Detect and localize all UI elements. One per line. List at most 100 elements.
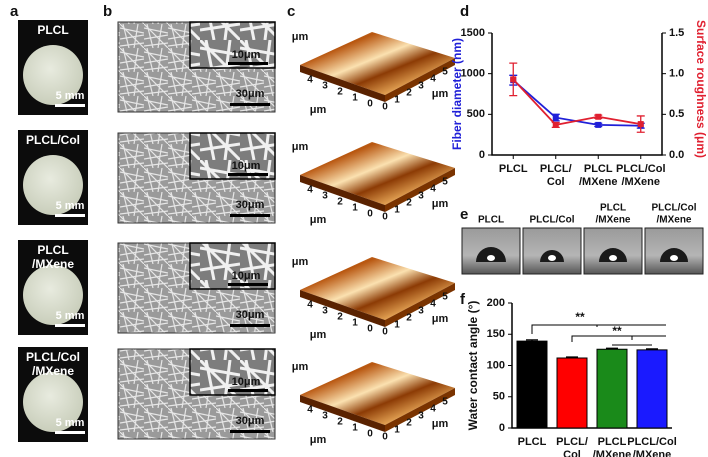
axis	[491, 33, 663, 156]
y-tick-label: 100	[487, 359, 505, 371]
afm-surface	[300, 142, 455, 205]
afm-unit: μm	[292, 256, 309, 268]
scale-bar	[230, 430, 270, 433]
afm-tick: 2	[406, 418, 412, 429]
afm-tick: 3	[322, 191, 328, 202]
scale-bar	[55, 104, 85, 107]
afm-unit: μm	[310, 434, 327, 446]
afm-surface	[300, 32, 455, 95]
afm-unit: μm	[432, 313, 449, 325]
scale-label: 5 mm	[56, 90, 85, 102]
scale-label: 5 mm	[56, 200, 85, 212]
inset-scale-label: 10μm	[232, 160, 261, 172]
afm-side	[300, 395, 385, 432]
x-tick-label: PLCL	[584, 163, 613, 175]
bar	[516, 340, 548, 429]
sample-label: PLCL	[478, 215, 504, 226]
droplet-reflection	[609, 255, 617, 261]
point	[595, 121, 602, 128]
y2-tick-label: 1.5	[669, 27, 684, 39]
sample-label: /MXene	[595, 215, 630, 226]
afm-tick: 3	[418, 81, 424, 92]
scale-bar	[55, 431, 85, 434]
afm-tick: 2	[337, 87, 343, 98]
x-tick-label: PLCL/	[556, 436, 588, 448]
sample-disc	[23, 372, 83, 432]
afm-side	[385, 388, 455, 432]
contact-image	[644, 227, 704, 275]
bar	[596, 348, 628, 429]
afm-tick: 3	[418, 411, 424, 422]
sample-label: /MXene	[656, 215, 691, 226]
droplet-reflection	[548, 255, 556, 261]
scale-bar	[230, 324, 270, 327]
afm-side	[300, 65, 385, 102]
scale-bar	[55, 214, 85, 217]
y2-axis-label: Surface roughness (μm)	[694, 20, 708, 158]
sample-disc	[23, 155, 83, 215]
afm-tick: 4	[307, 300, 313, 311]
x-tick-label: PLCL	[598, 436, 627, 448]
afm-tick: 4	[430, 299, 436, 310]
inset-scale-bar	[228, 389, 268, 392]
afm-tick: 4	[430, 74, 436, 85]
afm-tick: 1	[394, 205, 400, 216]
droplet-reflection	[487, 255, 495, 261]
error-bar	[606, 347, 618, 350]
afm-tick: 0	[367, 99, 373, 110]
y-tick-label: 1500	[461, 27, 485, 39]
afm-tick: 5	[442, 292, 448, 303]
sample-label: PLCL/Col	[26, 350, 80, 364]
x-tick-label: PLCL	[518, 436, 547, 448]
sample-label: PLCL/Col	[26, 133, 80, 147]
significance: **	[575, 310, 585, 324]
afm-tick: 4	[307, 405, 313, 416]
y2-tick-label: 0.5	[669, 108, 684, 120]
afm-tick: 0	[367, 209, 373, 220]
inset-scale-bar	[228, 173, 268, 176]
sample-disc	[23, 265, 83, 325]
afm-tick: 2	[406, 88, 412, 99]
sample-label: PLCL/Col	[652, 203, 697, 214]
afm-tick: 0	[367, 429, 373, 440]
afm-tick: 3	[418, 191, 424, 202]
afm-tick: 1	[394, 320, 400, 331]
afm-tick: 0	[382, 432, 388, 443]
x-tick-label: PLCL/Col	[616, 163, 666, 175]
x-tick-label: PLCL/	[540, 163, 572, 175]
x-tick-label: Col	[547, 176, 565, 188]
panel-label: c	[287, 3, 295, 20]
sig-bracket	[531, 324, 666, 334]
inset-scale-bar	[228, 283, 268, 286]
afm-tick: 3	[322, 411, 328, 422]
scale-bar	[55, 324, 85, 327]
afm-unit: μm	[432, 88, 449, 100]
afm-tick: 5	[442, 397, 448, 408]
droplet	[475, 246, 506, 262]
x-tick-label: PLCL/Col	[627, 436, 677, 448]
x-tick-label: /MXene	[621, 176, 660, 188]
panel-label: e	[460, 206, 468, 223]
afm-unit: μm	[432, 418, 449, 430]
afm-unit: μm	[292, 361, 309, 373]
scale-label: 30μm	[236, 88, 265, 100]
afm-tick: 2	[406, 313, 412, 324]
scale-bar	[230, 214, 270, 217]
afm-side	[385, 168, 455, 212]
afm-tick: 2	[337, 197, 343, 208]
afm-unit: μm	[310, 214, 327, 226]
afm-unit: μm	[292, 31, 309, 43]
afm-tick: 0	[382, 212, 388, 223]
series-line	[512, 79, 641, 127]
y-tick-label: 1000	[461, 68, 485, 80]
afm-tick: 0	[382, 102, 388, 113]
afm-side	[300, 290, 385, 327]
afm-tick: 4	[430, 404, 436, 415]
panel-label: b	[103, 3, 112, 20]
afm-tick: 3	[418, 306, 424, 317]
afm-tick: 3	[322, 81, 328, 92]
afm-side	[385, 283, 455, 327]
afm-tick: 4	[307, 75, 313, 86]
scale-label: 5 mm	[56, 417, 85, 429]
sem-inset	[189, 21, 276, 69]
